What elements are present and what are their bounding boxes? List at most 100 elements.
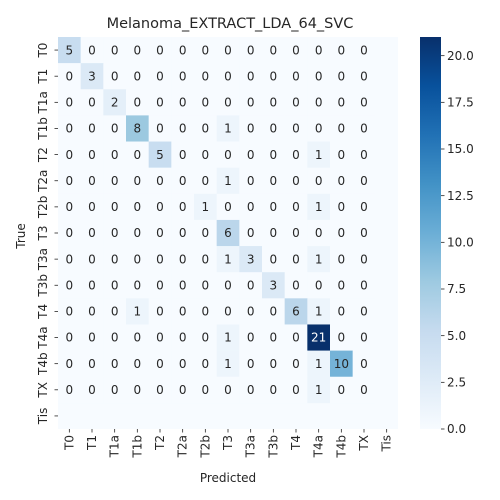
heatmap-cell: [194, 115, 217, 142]
cell-value-label: 0: [247, 148, 255, 162]
cell-value-label: 0: [360, 278, 368, 292]
heatmap-cell: [284, 246, 308, 273]
heatmap-cell: [194, 324, 217, 351]
cell-value-label: 0: [224, 278, 232, 292]
heatmap-cell: [216, 272, 240, 299]
heatmap-cell: [262, 272, 285, 299]
heatmap-cell: [148, 89, 172, 116]
heatmap-cell: [262, 63, 285, 90]
cell-value-label: 0: [247, 305, 255, 319]
heatmap-cell: [330, 272, 353, 299]
cell-value-label: 0: [88, 331, 96, 345]
heatmap-cell: [194, 298, 217, 325]
x-tick-label: T3b: [266, 435, 280, 459]
heatmap-cell: [103, 63, 127, 90]
heatmap-cell: [284, 141, 308, 168]
heatmap-cell: [126, 324, 149, 351]
heatmap-cell: [352, 167, 376, 195]
heatmap-cell: [352, 89, 376, 116]
heatmap-cell: [171, 115, 195, 142]
heatmap-cell: [307, 89, 331, 116]
cell-value-label: 0: [202, 69, 210, 83]
heatmap-cell: [307, 272, 331, 299]
cell-value-label: 0: [360, 305, 368, 319]
x-tick-label: T1b: [130, 435, 144, 459]
cell-value-label: 6: [292, 305, 300, 319]
cell-value-label: 0: [66, 226, 74, 240]
cell-value-label: 0: [247, 226, 255, 240]
heatmap-cell: [307, 141, 331, 168]
cell-value-label: 0: [88, 305, 96, 319]
heatmap-cell: [58, 167, 81, 195]
cell-value-label: 0: [270, 200, 278, 214]
heatmap-cell: [80, 193, 104, 221]
cell-value-label: 0: [179, 278, 187, 292]
cell-value-label: 0: [134, 383, 142, 397]
cell-value-label: 5: [66, 43, 74, 57]
heatmap-cell: [194, 350, 217, 378]
cell-value-label: 0: [360, 43, 368, 57]
heatmap-cell: [284, 193, 308, 221]
heatmap-cell: [239, 115, 263, 142]
heatmap-cell: [80, 167, 104, 195]
cell-value-label: 0: [111, 305, 119, 319]
cell-value-label: 0: [292, 43, 300, 57]
cell-value-label: 0: [224, 96, 232, 110]
heatmap-cell: [216, 350, 240, 378]
x-tick-label: T0: [62, 435, 76, 451]
heatmap-cell: [352, 37, 376, 64]
cell-value-label: 0: [156, 278, 164, 292]
heatmap-cell: [171, 193, 195, 221]
colorbar-tick-label: 12.5: [447, 189, 474, 203]
heatmap-cell: [307, 63, 331, 90]
cell-value-label: 0: [66, 331, 74, 345]
heatmap-cell: [103, 219, 127, 247]
heatmap-cell: [216, 141, 240, 168]
heatmap-cell: [307, 246, 331, 273]
cell-value-label: 0: [179, 383, 187, 397]
x-tick-label: T2b: [198, 435, 212, 459]
cell-value-label: 0: [247, 278, 255, 292]
heatmap-cell: [126, 141, 149, 168]
heatmap-cell: [284, 219, 308, 247]
cell-value-label: 0: [360, 148, 368, 162]
cell-value-label: 0: [315, 122, 323, 136]
cell-value-label: 0: [247, 174, 255, 188]
cell-value-label: 0: [88, 122, 96, 136]
cell-value-label: 1: [315, 357, 323, 371]
x-tick-label: T1a: [108, 435, 122, 458]
cell-value-label: 0: [179, 43, 187, 57]
x-tick-label: T4b: [334, 435, 348, 459]
heatmap-cell: [58, 246, 81, 273]
heatmap-cell: [262, 141, 285, 168]
cell-value-label: 0: [179, 226, 187, 240]
cell-value-label: 0: [156, 331, 164, 345]
cell-value-label: 0: [88, 357, 96, 371]
cell-value-label: 0: [270, 226, 278, 240]
cell-value-label: 0: [315, 43, 323, 57]
cell-value-label: 0: [88, 43, 96, 57]
y-tick-label: T1b: [36, 117, 50, 141]
y-axis-label: True: [14, 223, 28, 250]
y-tick-label: T1: [36, 69, 50, 85]
heatmap-cell: [194, 37, 217, 64]
heatmap-cell: [148, 272, 172, 299]
heatmap-cell: [171, 141, 195, 168]
cell-value-label: 0: [111, 226, 119, 240]
heatmap-cell: [352, 246, 376, 273]
heatmap-cell: [148, 141, 172, 168]
heatmap-cell: [58, 141, 81, 168]
cell-value-label: 0: [88, 148, 96, 162]
colorbar-tick-label: 5.0: [447, 329, 466, 343]
cell-value-label: 0: [315, 278, 323, 292]
cell-value-label: 0: [224, 43, 232, 57]
heatmap-cell: [352, 350, 376, 378]
cell-value-label: 0: [338, 278, 346, 292]
cell-value-label: 1: [315, 252, 323, 266]
cell-value-label: 0: [156, 357, 164, 371]
heatmap-cell: [58, 219, 81, 247]
heatmap-cell: [148, 115, 172, 142]
y-tick-label: T2a: [36, 170, 50, 193]
cell-value-label: 0: [270, 96, 278, 110]
heatmap-cell: [103, 115, 127, 142]
